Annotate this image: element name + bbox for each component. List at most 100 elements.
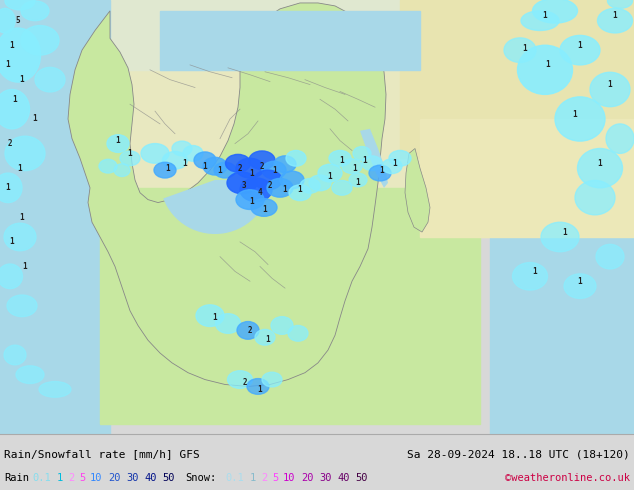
Ellipse shape — [575, 180, 615, 215]
Text: 1: 1 — [522, 44, 527, 53]
Text: 1: 1 — [6, 183, 10, 192]
Ellipse shape — [172, 141, 192, 156]
Text: 5: 5 — [16, 16, 20, 25]
Ellipse shape — [227, 172, 257, 194]
Ellipse shape — [289, 185, 311, 200]
Ellipse shape — [288, 325, 308, 341]
Text: 0.1: 0.1 — [225, 472, 243, 483]
Ellipse shape — [21, 25, 59, 55]
Text: 1: 1 — [612, 11, 618, 20]
Ellipse shape — [271, 317, 293, 334]
Text: 1: 1 — [598, 159, 602, 168]
Text: 2: 2 — [8, 139, 12, 148]
Ellipse shape — [274, 156, 296, 172]
Ellipse shape — [555, 97, 605, 141]
Text: 1: 1 — [57, 472, 63, 483]
Text: 1: 1 — [13, 95, 17, 104]
Bar — [0, 0, 110, 434]
Text: 4: 4 — [257, 188, 262, 197]
Text: 2: 2 — [238, 164, 242, 172]
Bar — [100, 188, 480, 424]
Ellipse shape — [607, 0, 633, 8]
Polygon shape — [405, 148, 430, 232]
Text: 2: 2 — [248, 326, 252, 335]
Ellipse shape — [216, 314, 240, 333]
Text: 1: 1 — [250, 472, 256, 483]
Text: 1: 1 — [533, 267, 537, 276]
Ellipse shape — [7, 295, 37, 317]
Text: 1: 1 — [266, 335, 270, 344]
Text: 1: 1 — [217, 166, 223, 174]
Ellipse shape — [597, 8, 633, 33]
Ellipse shape — [254, 170, 282, 190]
Ellipse shape — [5, 136, 45, 171]
Text: 5: 5 — [272, 472, 278, 483]
Text: 10: 10 — [283, 472, 295, 483]
Ellipse shape — [512, 263, 548, 290]
Ellipse shape — [4, 345, 26, 365]
Ellipse shape — [5, 0, 35, 10]
Ellipse shape — [596, 245, 624, 269]
Text: 20: 20 — [108, 472, 120, 483]
Ellipse shape — [0, 264, 22, 289]
Ellipse shape — [237, 321, 259, 339]
Polygon shape — [360, 129, 388, 188]
Ellipse shape — [251, 198, 277, 216]
Text: 1: 1 — [353, 164, 358, 172]
Ellipse shape — [154, 162, 176, 178]
Text: 30: 30 — [126, 472, 138, 483]
Text: 1: 1 — [10, 41, 15, 49]
Ellipse shape — [114, 164, 130, 176]
Bar — [400, 0, 634, 158]
Text: 40: 40 — [144, 472, 157, 483]
Ellipse shape — [162, 151, 188, 169]
Text: 1: 1 — [328, 172, 332, 180]
Ellipse shape — [578, 148, 623, 188]
Text: Snow:: Snow: — [185, 472, 216, 483]
Ellipse shape — [255, 329, 275, 345]
Ellipse shape — [564, 274, 596, 298]
Text: 1: 1 — [115, 136, 120, 145]
Ellipse shape — [382, 159, 402, 173]
Ellipse shape — [236, 190, 264, 209]
Ellipse shape — [196, 305, 224, 326]
Ellipse shape — [247, 379, 269, 394]
Ellipse shape — [332, 180, 352, 195]
Ellipse shape — [606, 124, 634, 153]
Text: 20: 20 — [301, 472, 313, 483]
Text: 2: 2 — [260, 162, 264, 171]
Ellipse shape — [21, 1, 49, 21]
Ellipse shape — [35, 67, 65, 92]
Ellipse shape — [286, 150, 306, 166]
Text: 0.1: 0.1 — [32, 472, 51, 483]
Ellipse shape — [228, 371, 252, 389]
Text: 1: 1 — [10, 237, 15, 246]
Text: 1: 1 — [607, 80, 612, 89]
Ellipse shape — [362, 156, 382, 171]
Text: 3: 3 — [242, 181, 247, 190]
Text: 1: 1 — [23, 262, 27, 271]
Text: 1: 1 — [273, 166, 277, 174]
Bar — [420, 119, 634, 237]
Ellipse shape — [0, 8, 15, 33]
Ellipse shape — [226, 154, 250, 172]
Ellipse shape — [369, 165, 391, 181]
Text: 1: 1 — [6, 60, 10, 70]
Wedge shape — [164, 180, 270, 234]
Text: 1: 1 — [363, 156, 367, 165]
Ellipse shape — [214, 162, 236, 178]
Ellipse shape — [0, 28, 41, 82]
Ellipse shape — [99, 159, 117, 173]
Text: 1: 1 — [298, 185, 302, 194]
Ellipse shape — [504, 38, 536, 62]
Text: 1: 1 — [573, 110, 578, 119]
Ellipse shape — [141, 144, 169, 163]
Ellipse shape — [240, 178, 272, 201]
Text: 1: 1 — [18, 164, 22, 172]
Text: 1: 1 — [250, 169, 254, 177]
Text: 1: 1 — [563, 227, 567, 237]
Ellipse shape — [329, 150, 351, 166]
Ellipse shape — [0, 90, 30, 129]
Text: 1: 1 — [546, 60, 550, 70]
Text: 50: 50 — [162, 472, 174, 483]
